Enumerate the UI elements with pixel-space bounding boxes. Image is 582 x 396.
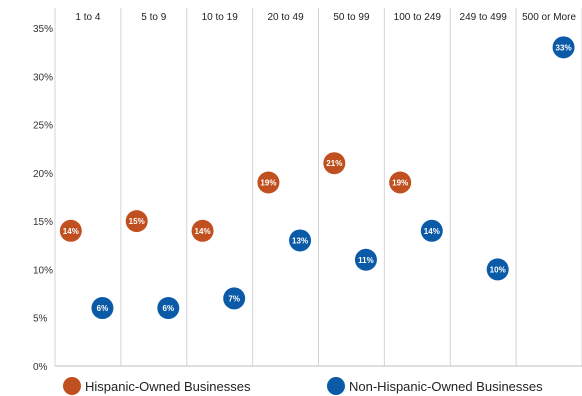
data-point-label: 15% [129, 217, 145, 226]
y-tick-label: 10% [33, 265, 53, 276]
y-tick-label: 30% [33, 72, 53, 83]
data-point-label: 14% [424, 227, 440, 236]
data-point-label: 13% [292, 236, 308, 245]
y-tick-label: 20% [33, 169, 53, 180]
data-point-label: 7% [228, 294, 240, 303]
non-hispanic-data-point [420, 219, 443, 242]
data-point-label: 21% [326, 159, 342, 168]
legend-marker-hispanic [63, 377, 81, 395]
y-tick-label: 35% [33, 24, 53, 35]
y-tick-label: 15% [33, 217, 53, 228]
y-tick-label: 0% [33, 362, 48, 373]
legend-label: Non-Hispanic-Owned Businesses [349, 379, 543, 394]
data-point-label: 10% [490, 265, 506, 274]
hispanic-data-point [191, 219, 214, 242]
non-hispanic-data-point [91, 297, 114, 320]
non-hispanic-data-point [223, 287, 246, 310]
x-tick-label: 500 or More [522, 12, 576, 23]
data-point-label: 6% [97, 304, 109, 313]
data-point-label: 19% [260, 179, 276, 188]
data-points: 14% 15% 14% 19% 21% 19% 6% 6% 7% 13% 11% 14% 10% 33% [59, 36, 575, 320]
data-point-label: 11% [358, 256, 374, 265]
x-tick-label: 5 to 9 [141, 12, 166, 23]
x-tick-label: 10 to 19 [202, 12, 239, 23]
hispanic-data-point [125, 210, 148, 233]
legend: Hispanic-Owned Businesses Non-Hispanic-Ow… [63, 377, 543, 395]
legend-label: Hispanic-Owned Businesses [85, 379, 251, 394]
x-tick-label: 249 to 499 [460, 12, 508, 23]
x-tick-label: 50 to 99 [333, 12, 370, 23]
y-tick-label: 5% [33, 314, 48, 325]
hispanic-data-point [323, 152, 346, 175]
non-hispanic-data-point [486, 258, 509, 281]
data-point-label: 14% [63, 227, 79, 236]
x-tick-label: 100 to 249 [394, 12, 442, 23]
data-point-label: 14% [195, 227, 211, 236]
data-point-label: 6% [163, 304, 175, 313]
y-axis-ticks: 0% 5% 10% 15% 20% 25% 30% 35% [33, 24, 53, 373]
x-tick-label: 1 to 4 [75, 12, 100, 23]
non-hispanic-data-point [354, 248, 377, 271]
non-hispanic-data-point [289, 229, 312, 252]
non-hispanic-data-point [552, 36, 575, 59]
hispanic-data-point [257, 171, 280, 194]
gridlines [54, 8, 582, 367]
data-point-label: 19% [392, 179, 408, 188]
hispanic-data-point [59, 219, 82, 242]
x-axis-ticks: 1 to 4 5 to 9 10 to 19 20 to 49 50 to 99 100 … [75, 12, 576, 23]
hispanic-data-point [389, 171, 412, 194]
x-tick-label: 20 to 49 [267, 12, 304, 23]
data-point-label: 33% [556, 43, 572, 52]
y-tick-label: 25% [33, 121, 53, 132]
legend-marker-non-hispanic [327, 377, 345, 395]
non-hispanic-data-point [157, 297, 180, 320]
